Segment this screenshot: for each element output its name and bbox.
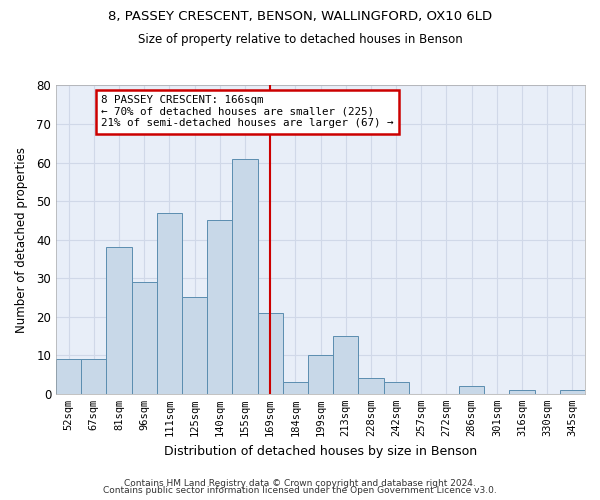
Bar (283, 382, 308, 394)
Text: 8, PASSEY CRESCENT, BENSON, WALLINGFORD, OX10 6LD: 8, PASSEY CRESCENT, BENSON, WALLINGFORD,… (108, 10, 492, 23)
Y-axis label: Number of detached properties: Number of detached properties (15, 146, 28, 332)
Bar (56, 359, 81, 394)
Text: Contains HM Land Registry data © Crown copyright and database right 2024.: Contains HM Land Registry data © Crown c… (124, 478, 476, 488)
Bar (509, 390, 535, 394)
Bar (81, 359, 106, 394)
Bar (257, 313, 283, 394)
Bar (333, 336, 358, 394)
Bar (182, 298, 207, 394)
Bar (560, 390, 585, 394)
Bar (308, 356, 333, 394)
Bar (459, 386, 484, 394)
Bar (207, 220, 232, 394)
Bar (131, 282, 157, 394)
Text: Size of property relative to detached houses in Benson: Size of property relative to detached ho… (137, 32, 463, 46)
X-axis label: Distribution of detached houses by size in Benson: Distribution of detached houses by size … (164, 444, 477, 458)
Bar (157, 212, 182, 394)
Bar (358, 378, 383, 394)
Text: 8 PASSEY CRESCENT: 166sqm
← 70% of detached houses are smaller (225)
21% of semi: 8 PASSEY CRESCENT: 166sqm ← 70% of detac… (101, 95, 394, 128)
Bar (383, 382, 409, 394)
Bar (106, 248, 131, 394)
Text: Contains public sector information licensed under the Open Government Licence v3: Contains public sector information licen… (103, 486, 497, 495)
Bar (232, 158, 257, 394)
